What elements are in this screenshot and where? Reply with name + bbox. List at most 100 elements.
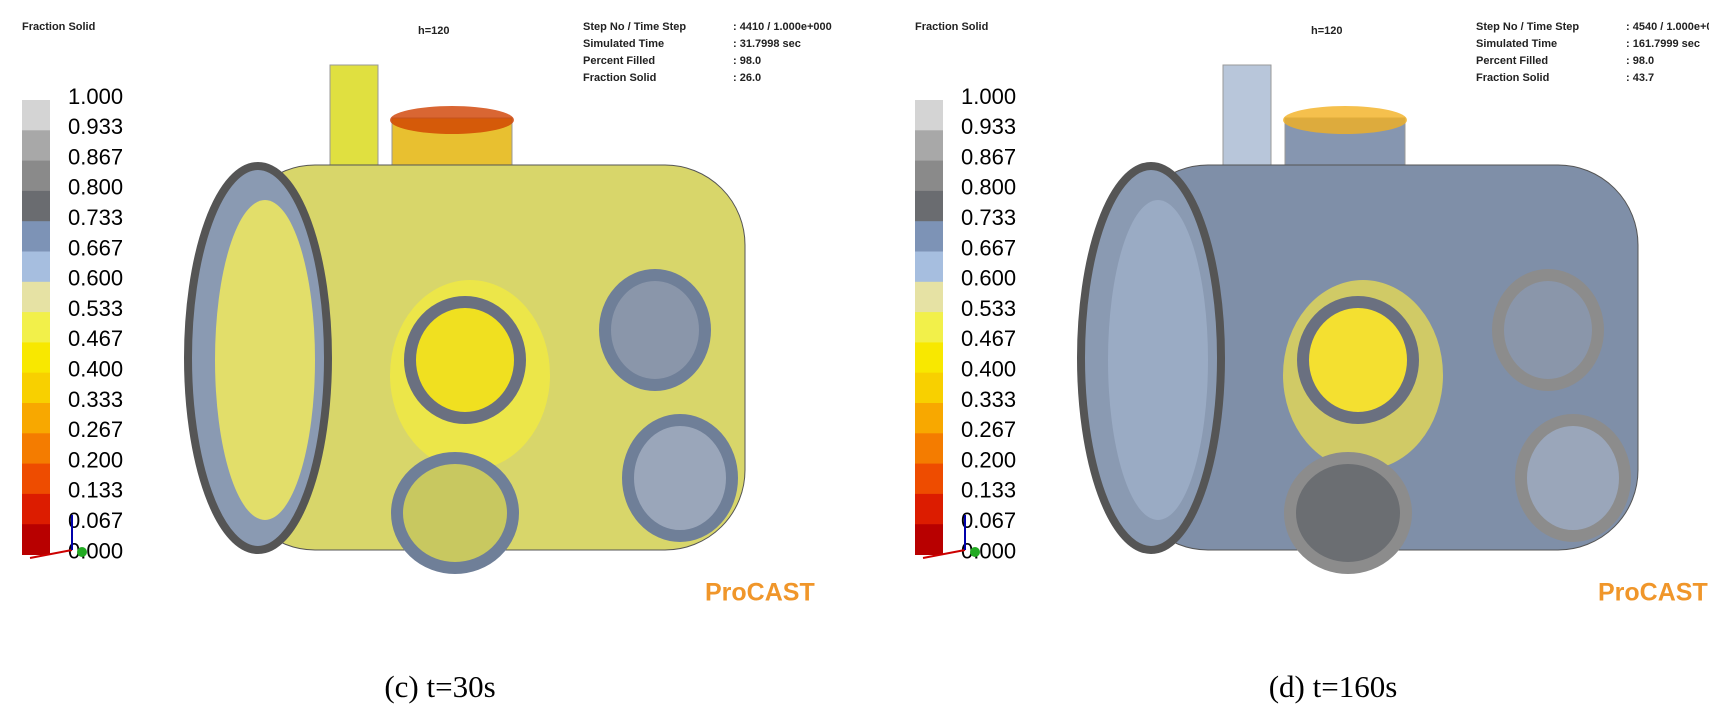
colorbar-band [915, 433, 943, 465]
legend-title: Fraction Solid [915, 21, 988, 33]
info-value: : 26.0 [733, 72, 761, 84]
branch [1297, 296, 1419, 424]
pipe-top [1283, 106, 1407, 134]
colorbar-band [22, 433, 50, 465]
colorbar-band [915, 221, 943, 252]
colorbar-label: 0.133 [961, 478, 1016, 503]
info-value: : 4410 / 1.000e+000 [733, 21, 832, 33]
colorbar-band [915, 403, 943, 434]
info-label: Percent Filled [1476, 55, 1548, 67]
branch [1492, 269, 1604, 391]
colorbar-band [915, 130, 943, 162]
info-value: : 43.7 [1626, 72, 1654, 84]
colorbar-label: 0.800 [961, 175, 1016, 200]
branch [622, 414, 738, 542]
branch [404, 296, 526, 424]
legend-title: Fraction Solid [22, 21, 95, 33]
colorbar-band [22, 524, 50, 555]
colorbar-band [22, 130, 50, 162]
info-label: Percent Filled [583, 55, 655, 67]
cylinder-end [1108, 200, 1208, 520]
colorbar-band [22, 100, 50, 131]
info-label: Fraction Solid [1476, 72, 1549, 84]
colorbar-band [915, 190, 943, 222]
colorbar-band [915, 281, 943, 313]
colorbar-label: 0.000 [961, 538, 1016, 563]
colorbar-band [22, 493, 50, 525]
colorbar-band [915, 312, 943, 343]
colorbar-label: 0.067 [68, 508, 123, 533]
info-label: Simulated Time [583, 38, 664, 50]
colorbar-label: 0.467 [961, 326, 1016, 351]
colorbar-band [22, 251, 50, 283]
branch [599, 269, 711, 391]
colorbar-label: 0.200 [68, 447, 123, 472]
colorbar-band [22, 221, 50, 252]
branch [1515, 414, 1631, 542]
colorbar-band [915, 463, 943, 495]
colorbar-band [22, 372, 50, 404]
info-value: : 4540 / 1.000e+000 [1626, 21, 1709, 33]
colorbar-band [915, 493, 943, 525]
colorbar-label: 0.533 [68, 296, 123, 321]
info-value: : 98.0 [1626, 55, 1654, 67]
info-label: Step No / Time Step [1476, 21, 1579, 33]
branch [1284, 452, 1412, 574]
brand: ProCAST [705, 579, 815, 607]
colorbar-label: 0.000 [68, 538, 123, 563]
colorbar-label: 0.467 [68, 326, 123, 351]
info-label: Fraction Solid [583, 72, 656, 84]
colorbar-band [915, 160, 943, 192]
colorbar-label: 0.533 [961, 296, 1016, 321]
colorbar-label: 0.867 [961, 144, 1016, 169]
brand: ProCAST [1598, 579, 1708, 607]
colorbar-band [915, 251, 943, 283]
caption: (c) t=30s [384, 669, 495, 704]
colorbar-label: 1.000 [68, 84, 123, 109]
colorbar-label: 0.267 [68, 417, 123, 442]
colorbar-label: 0.133 [68, 478, 123, 503]
colorbar-label: 0.600 [68, 266, 123, 291]
colorbar-band [915, 342, 943, 374]
view-label: h=120 [418, 25, 450, 37]
colorbar-label: 0.667 [68, 235, 123, 260]
cylinder-end [215, 200, 315, 520]
colorbar-label: 0.067 [961, 508, 1016, 533]
branch [391, 452, 519, 574]
colorbar-label: 0.200 [961, 447, 1016, 472]
colorbar-label: 0.733 [961, 205, 1016, 230]
colorbar-band [22, 342, 50, 374]
colorbar-label: 0.733 [68, 205, 123, 230]
info-value: : 98.0 [733, 55, 761, 67]
colorbar-band [22, 160, 50, 192]
colorbar-label: 0.867 [68, 144, 123, 169]
colorbar-band [915, 100, 943, 131]
pipe-top [390, 106, 514, 134]
axis-icon [77, 547, 87, 557]
colorbar-band [22, 281, 50, 313]
colorbar-label: 0.600 [961, 266, 1016, 291]
axis-icon [970, 547, 980, 557]
colorbar-label: 0.400 [68, 357, 123, 382]
panel: Fraction Solid h=120 Step No / Time Step: … [22, 21, 832, 704]
view-label: h=120 [1311, 25, 1343, 37]
colorbar-label: 1.000 [961, 84, 1016, 109]
colorbar-label: 0.333 [68, 387, 123, 412]
info-label: Simulated Time [1476, 38, 1557, 50]
colorbar-label: 0.800 [68, 175, 123, 200]
caption: (d) t=160s [1269, 669, 1398, 704]
colorbar-label: 0.667 [961, 235, 1016, 260]
colorbar-band [22, 403, 50, 434]
colorbar-label: 0.333 [961, 387, 1016, 412]
colorbar-band [22, 463, 50, 495]
info-value: : 31.7998 sec [733, 38, 801, 50]
colorbar-band [22, 190, 50, 222]
axis-icon [922, 549, 966, 559]
colorbar-label: 0.267 [961, 417, 1016, 442]
axis-icon [29, 549, 73, 559]
colorbar-label: 0.933 [68, 114, 123, 139]
colorbar-label: 0.400 [961, 357, 1016, 382]
panel: Fraction Solid h=120 Step No / Time Step : … [915, 21, 1709, 704]
info-value: : 161.7999 sec [1626, 38, 1700, 50]
